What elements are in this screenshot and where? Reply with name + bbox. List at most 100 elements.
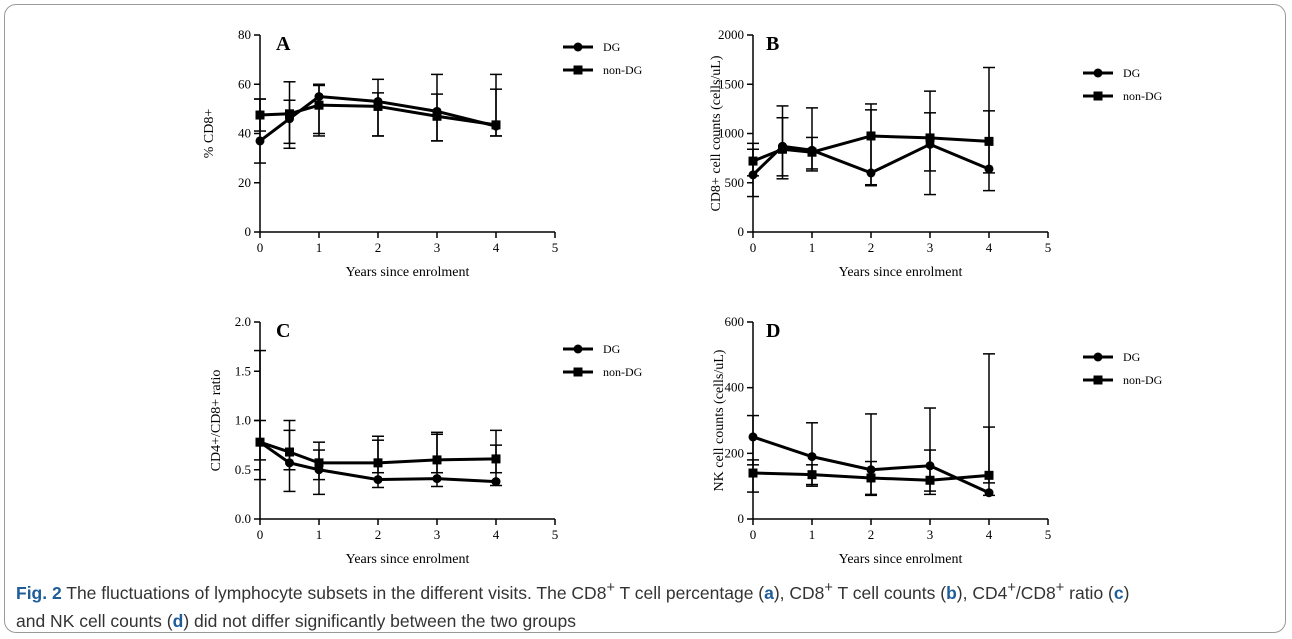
x-tick-label: 1: [809, 240, 816, 255]
y-tick-label: 400: [725, 380, 745, 395]
y-tick-label: 0.0: [235, 511, 251, 526]
x-tick-label: 5: [1045, 527, 1052, 542]
x-tick-label: 4: [493, 527, 500, 542]
x-axis-label: Years since enrolment: [346, 265, 470, 280]
series-non-DG: [254, 419, 502, 481]
caption-ref-d[interactable]: d: [172, 610, 184, 631]
legend-marker: [573, 344, 583, 354]
x-tick-label: 1: [809, 527, 816, 542]
caption-ref-b[interactable]: b: [946, 582, 957, 603]
x-tick-label: 2: [868, 527, 875, 542]
x-axis-label: Years since enrolment: [839, 552, 963, 567]
caption-sup: +: [824, 580, 833, 596]
series-line: [259, 440, 497, 465]
x-tick-label: 2: [868, 240, 875, 255]
caption-text: ), CD8: [773, 582, 825, 603]
chart-panel-A: 0 20 40 60 80 0 1 2 3 4 5 Years since enrolment % CD…: [202, 27, 643, 280]
data-point: [748, 156, 758, 166]
legend-marker: [1093, 352, 1103, 362]
legend-marker: [1093, 68, 1103, 78]
data-point: [925, 475, 935, 485]
data-point: [491, 454, 501, 464]
legend-label: DG: [603, 342, 621, 356]
y-axis-label: % CD8+: [202, 109, 217, 159]
x-tick-label: 5: [552, 527, 559, 542]
x-tick-label: 1: [316, 240, 323, 255]
y-tick-label: 60: [238, 76, 251, 91]
figure-frame: [4, 4, 1286, 633]
data-point: [285, 447, 294, 457]
y-axis-label: NK cell counts (cells/uL): [712, 349, 727, 491]
y-tick-label: 0: [738, 224, 745, 239]
series-line: [259, 95, 497, 143]
data-point: [373, 475, 383, 485]
series-non-DG: [747, 426, 995, 497]
data-point: [866, 131, 876, 141]
data-point: [255, 437, 265, 447]
data-point: [984, 470, 994, 480]
panel-label: A: [276, 33, 291, 55]
data-point: [866, 473, 876, 483]
caption-text: ratio (: [1064, 582, 1114, 603]
data-point: [285, 109, 294, 119]
x-tick-label: 4: [493, 240, 500, 255]
caption-text: The fluctuations of lymphocyte subsets i…: [61, 582, 607, 603]
data-point: [432, 455, 442, 465]
y-tick-label: 1500: [718, 76, 744, 91]
data-point: [807, 452, 817, 462]
y-tick-label: 2.0: [235, 314, 251, 329]
caption-sup: +: [1007, 580, 1016, 596]
x-tick-label: 5: [1045, 240, 1052, 255]
y-tick-label: 0: [738, 511, 745, 526]
data-point: [748, 468, 758, 478]
caption-text: /CD8: [1015, 582, 1056, 603]
legend-label: non-DG: [1123, 89, 1163, 103]
y-axis-label: CD4+/CD8+ ratio: [209, 370, 224, 472]
data-point: [373, 458, 383, 468]
legend-label: DG: [603, 40, 621, 54]
data-point: [314, 100, 324, 110]
data-point: [807, 147, 817, 157]
x-tick-label: 0: [257, 527, 264, 542]
caption-text: ): [1123, 582, 1130, 603]
series-non-DG: [747, 109, 995, 186]
y-tick-label: 0.5: [235, 462, 251, 477]
legend-marker: [573, 65, 583, 75]
legend-label: DG: [1123, 66, 1141, 80]
data-point: [778, 144, 787, 154]
caption-ref-a[interactable]: a: [764, 582, 774, 603]
x-tick-label: 3: [434, 240, 441, 255]
data-point: [491, 477, 501, 487]
caption-text: and NK cell counts (: [16, 610, 173, 631]
caption-text: T cell percentage (: [614, 582, 765, 603]
y-tick-label: 2000: [718, 27, 744, 42]
panel-label: C: [276, 320, 290, 342]
chart-panel-C: 0.0 0.5 1.0 1.5 2.0 0 1 2 3 4 5 Years since enrolme…: [209, 314, 643, 567]
caption-label: Fig. 2: [16, 582, 62, 603]
x-tick-label: 5: [552, 240, 559, 255]
y-axis-label: CD8+ cell counts (cells/uL): [709, 55, 724, 211]
x-tick-label: 3: [927, 240, 934, 255]
data-point: [807, 470, 817, 480]
y-tick-label: 1000: [718, 126, 744, 141]
y-tick-label: 600: [725, 314, 745, 329]
legend-marker: [1093, 91, 1103, 101]
y-tick-label: 20: [238, 175, 251, 190]
caption-sup: +: [1055, 580, 1065, 596]
legend-marker: [573, 42, 583, 52]
y-tick-label: 1.5: [235, 363, 251, 378]
data-point: [314, 458, 324, 468]
series-non-DG: [254, 84, 502, 145]
x-tick-label: 2: [375, 527, 382, 542]
y-tick-label: 80: [238, 27, 251, 42]
chart-panel-B: 0 500 1000 1500 2000 0 1 2 3 4 5 Years since enrolm…: [709, 27, 1163, 280]
caption-ref-c[interactable]: c: [1113, 582, 1124, 603]
x-axis-label: Years since enrolment: [346, 552, 470, 567]
x-tick-label: 0: [750, 527, 757, 542]
x-tick-label: 0: [750, 240, 757, 255]
panel-label: D: [766, 320, 780, 342]
y-tick-label: 0: [245, 224, 252, 239]
legend-label: DG: [1123, 350, 1141, 364]
data-point: [925, 133, 935, 143]
panel-label: B: [766, 33, 779, 55]
